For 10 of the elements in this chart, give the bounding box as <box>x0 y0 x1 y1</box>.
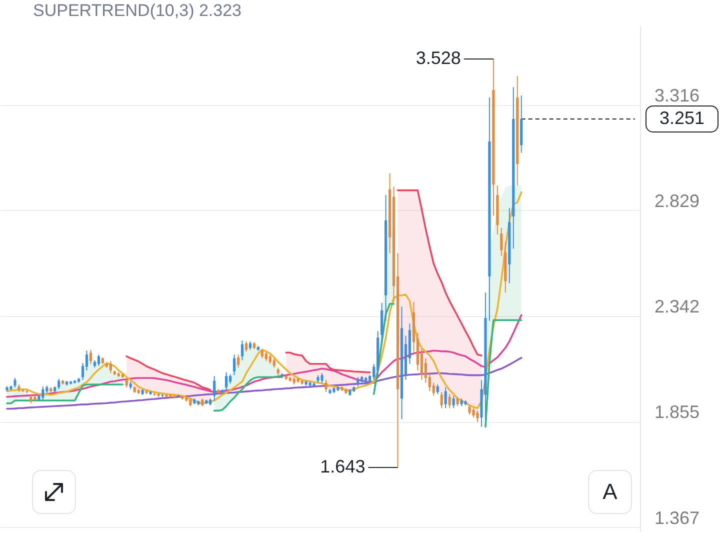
ref-line-label: 3.251 <box>659 108 705 128</box>
y-tick-label: 2.829 <box>654 190 700 211</box>
y-tick-label: 3.316 <box>654 85 700 106</box>
y-tick-label: 2.342 <box>654 296 700 316</box>
annotation: 1.643 <box>320 456 366 476</box>
annotation: 3.528 <box>416 48 461 68</box>
chart-title: SUPERTREND(10,3) 2.323 <box>33 1 242 20</box>
y-tick-label: 1.367 <box>654 508 700 528</box>
toggle-button: A <box>588 470 632 514</box>
y-tick-label: 1.855 <box>654 402 700 422</box>
